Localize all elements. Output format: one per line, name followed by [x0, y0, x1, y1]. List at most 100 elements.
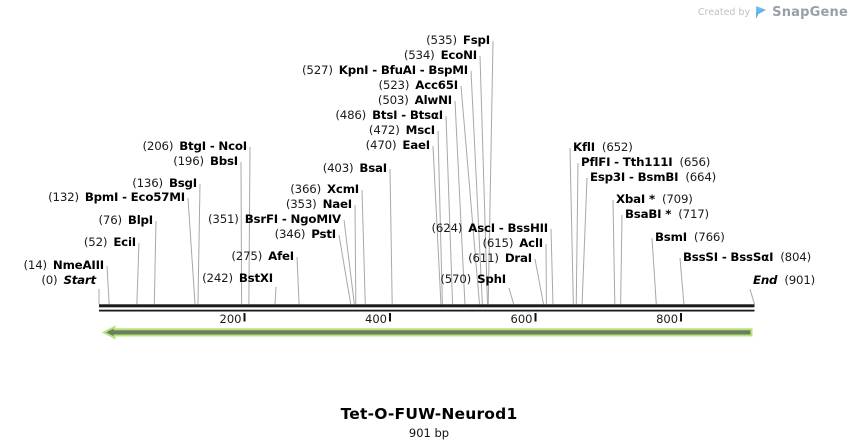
restriction-site-label[interactable]: BsaBI * (717)	[625, 207, 709, 222]
leader-line	[620, 214, 623, 305]
ruler-tick-label: 600	[511, 312, 533, 326]
restriction-site-label[interactable]: XbaI * (709)	[616, 192, 693, 207]
site-position: (242)	[202, 271, 233, 285]
restriction-site-label[interactable]: (472) MscI	[369, 123, 435, 138]
restriction-site-label[interactable]: (523) Acc65I	[379, 78, 459, 93]
restriction-site-label[interactable]: (206) BtgI - NcoI	[143, 139, 248, 154]
site-position: (804)	[780, 250, 811, 264]
restriction-site-label[interactable]: (14) NmeAIII	[24, 258, 105, 273]
site-name: MscI	[405, 123, 436, 137]
restriction-site-label[interactable]: (242) BstXI	[202, 271, 273, 286]
site-name: Start	[63, 273, 96, 287]
leader-line	[106, 265, 110, 305]
restriction-site-label[interactable]: (132) BpmI - Eco57MI	[48, 190, 185, 205]
restriction-site-label[interactable]: (196) BbsI	[173, 154, 238, 169]
site-position: (503)	[377, 93, 409, 107]
restriction-site-label[interactable]: BssSI - BssSαI (804)	[683, 250, 811, 265]
site-position: (132)	[48, 190, 79, 204]
leader-line	[248, 146, 251, 305]
watermark: Created by SnapGene	[698, 5, 848, 20]
restriction-site-label[interactable]: (76) BlpI	[99, 213, 154, 228]
leader-line	[651, 237, 657, 305]
restriction-site-label[interactable]: (611) DraI	[468, 251, 532, 266]
created-by-text: Created by	[697, 7, 751, 18]
leader-line	[437, 130, 443, 305]
restriction-site-label[interactable]: KflI (652)	[573, 140, 633, 155]
restriction-site-label[interactable]: (534) EcoNI	[404, 48, 477, 63]
restriction-site-label[interactable]: (403) BsaI	[323, 161, 388, 176]
site-position: (136)	[132, 176, 163, 190]
restriction-site-label[interactable]: (366) XcmI	[290, 182, 359, 197]
site-position: (353)	[285, 197, 317, 211]
restriction-site-label[interactable]: (353) NaeI	[286, 197, 352, 212]
leader-line	[389, 168, 393, 305]
site-name: EcoNI	[440, 48, 478, 62]
site-name: DraI	[504, 251, 532, 265]
site-position: (615)	[482, 236, 514, 250]
restriction-site-label[interactable]: (615) AclI	[483, 236, 544, 251]
site-name: BtgI - NcoI	[179, 139, 247, 153]
site-name: AfeI	[268, 249, 294, 263]
restriction-site-label[interactable]: (351) BsrFI - NgoMIV	[208, 212, 341, 227]
restriction-site-label[interactable]: (624) AscI - BssHII	[432, 221, 549, 236]
site-name: SphI	[477, 272, 506, 286]
restriction-site-label[interactable]: PflFI - Tth111I (656)	[581, 155, 710, 170]
leader-line	[479, 55, 488, 305]
site-name: BlpI	[127, 213, 153, 227]
site-position: (611)	[468, 251, 499, 265]
leader-line	[534, 258, 545, 305]
ruler-tick	[680, 313, 683, 322]
restriction-site-label[interactable]: (275) AfeI	[231, 249, 294, 264]
leader-line	[197, 183, 201, 305]
site-position: (527)	[302, 63, 333, 77]
site-position: (470)	[365, 138, 397, 152]
site-name: BstXI	[238, 271, 273, 285]
site-name: AlwNI	[414, 93, 453, 107]
ruler-tick	[243, 313, 246, 322]
leader-line	[153, 220, 157, 305]
site-position: (709)	[661, 192, 693, 206]
restriction-site-label[interactable]: (136) BsgI	[132, 176, 197, 191]
restriction-site-label[interactable]: (346) PstI	[275, 227, 337, 242]
site-name: BbsI	[209, 154, 238, 168]
restriction-site-label[interactable]: Esp3I - BsmBI (664)	[590, 170, 716, 185]
restriction-site-label[interactable]: (52) EciI	[84, 235, 136, 250]
restriction-site-label[interactable]: (486) BtsI - BtsαI	[335, 108, 443, 123]
site-position: (570)	[440, 272, 472, 286]
sequence-line-top[interactable]	[99, 304, 755, 308]
site-position: (14)	[23, 258, 48, 272]
restriction-site-label[interactable]: (570) SphI	[440, 272, 506, 287]
leader-line	[460, 85, 480, 305]
site-name: NmeAIII	[52, 258, 104, 272]
site-position: (534)	[403, 48, 435, 62]
leader-line	[487, 40, 494, 305]
feature-arrow[interactable]	[101, 325, 753, 340]
restriction-site-label[interactable]: (527) KpnI - BfuAI - BspMI	[302, 63, 468, 78]
leader-line	[575, 162, 579, 305]
restriction-site-label[interactable]: BsmI (766)	[655, 230, 725, 245]
site-name: BsrFI - NgoMIV	[244, 212, 341, 226]
sequence-line-bottom[interactable]	[99, 309, 755, 312]
restriction-site-label[interactable]: End (901)	[753, 273, 815, 288]
site-name: NaeI	[322, 197, 353, 211]
leader-line	[361, 189, 366, 305]
site-name: KflI	[573, 140, 595, 154]
restriction-site-label[interactable]: (535) FspI	[426, 33, 490, 48]
ruler-tick-label: 800	[656, 312, 678, 326]
restriction-site-label[interactable]: (0) Start	[41, 273, 96, 288]
site-position: (196)	[173, 154, 204, 168]
site-name: PflFI - Tth111I	[581, 155, 673, 169]
restriction-site-label[interactable]: (470) EaeI	[365, 138, 431, 153]
site-name: AclI	[519, 236, 543, 250]
map-length: 901 bp	[408, 426, 450, 440]
snapgene-logo-icon	[756, 6, 767, 19]
site-name: XbaI *	[616, 192, 655, 206]
restriction-site-label[interactable]: (503) AlwNI	[378, 93, 452, 108]
site-position: (275)	[231, 249, 263, 263]
site-name: Acc65I	[415, 78, 458, 92]
leader-line	[581, 177, 588, 305]
leader-line	[445, 115, 454, 305]
ruler-tick	[389, 313, 392, 322]
site-position: (717)	[678, 207, 709, 221]
